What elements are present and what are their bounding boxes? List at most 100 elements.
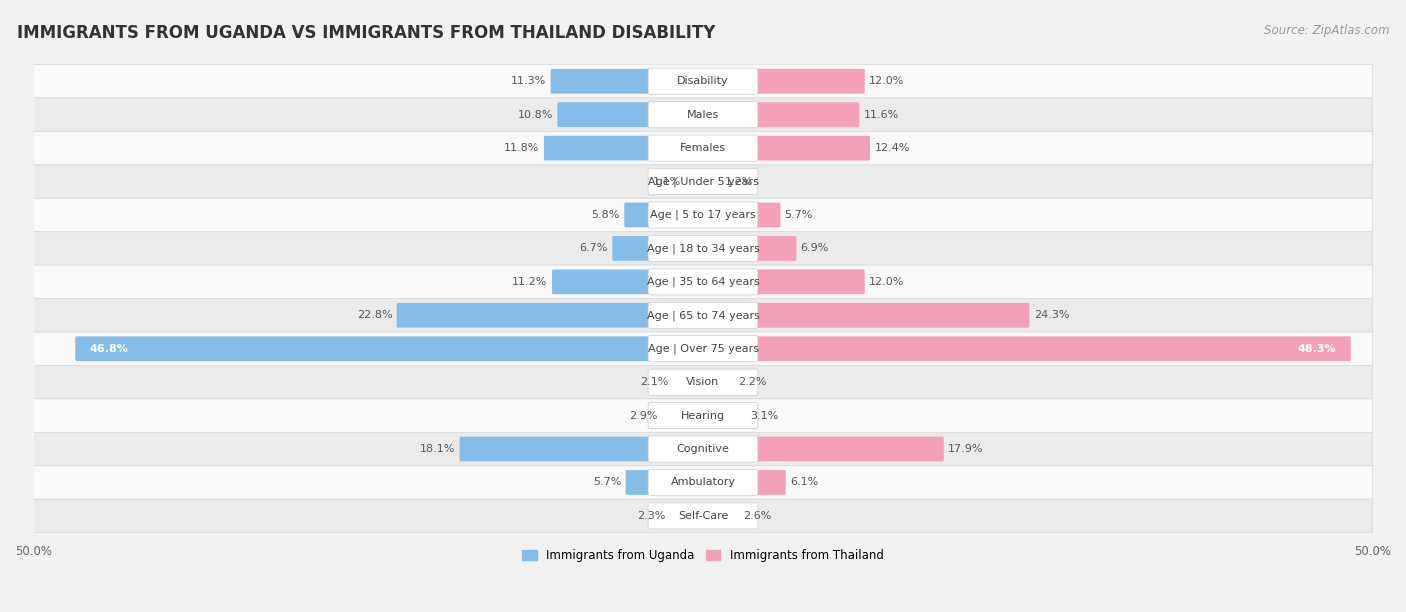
Text: 12.4%: 12.4%	[875, 143, 910, 153]
Text: Ambulatory: Ambulatory	[671, 477, 735, 488]
Text: Age | 65 to 74 years: Age | 65 to 74 years	[647, 310, 759, 321]
Text: IMMIGRANTS FROM UGANDA VS IMMIGRANTS FROM THAILAND DISABILITY: IMMIGRANTS FROM UGANDA VS IMMIGRANTS FRO…	[17, 24, 716, 42]
FancyBboxPatch shape	[34, 299, 1372, 332]
FancyBboxPatch shape	[648, 168, 758, 195]
FancyBboxPatch shape	[396, 303, 704, 327]
Text: 5.8%: 5.8%	[592, 210, 620, 220]
FancyBboxPatch shape	[34, 499, 1372, 532]
FancyBboxPatch shape	[664, 403, 704, 428]
FancyBboxPatch shape	[648, 102, 758, 128]
FancyBboxPatch shape	[648, 369, 758, 395]
FancyBboxPatch shape	[34, 265, 1372, 299]
FancyBboxPatch shape	[34, 132, 1372, 165]
FancyBboxPatch shape	[626, 470, 704, 495]
Text: Self-Care: Self-Care	[678, 511, 728, 521]
Text: 3.1%: 3.1%	[749, 411, 778, 420]
FancyBboxPatch shape	[34, 165, 1372, 198]
Text: 22.8%: 22.8%	[357, 310, 392, 320]
Text: 11.2%: 11.2%	[512, 277, 548, 287]
Text: 6.1%: 6.1%	[790, 477, 818, 488]
Legend: Immigrants from Uganda, Immigrants from Thailand: Immigrants from Uganda, Immigrants from …	[517, 545, 889, 567]
FancyBboxPatch shape	[648, 336, 758, 362]
FancyBboxPatch shape	[702, 169, 720, 194]
FancyBboxPatch shape	[34, 198, 1372, 232]
Text: Age | 35 to 64 years: Age | 35 to 64 years	[647, 277, 759, 287]
FancyBboxPatch shape	[673, 370, 704, 395]
FancyBboxPatch shape	[34, 64, 1372, 98]
FancyBboxPatch shape	[702, 437, 943, 461]
Text: 2.1%: 2.1%	[640, 377, 668, 387]
FancyBboxPatch shape	[551, 69, 704, 94]
Text: 12.0%: 12.0%	[869, 277, 904, 287]
FancyBboxPatch shape	[34, 232, 1372, 265]
FancyBboxPatch shape	[702, 236, 796, 261]
Text: 6.7%: 6.7%	[579, 244, 607, 253]
FancyBboxPatch shape	[688, 169, 704, 194]
FancyBboxPatch shape	[648, 202, 758, 228]
FancyBboxPatch shape	[76, 337, 704, 361]
FancyBboxPatch shape	[702, 203, 780, 228]
Text: 5.7%: 5.7%	[593, 477, 621, 488]
FancyBboxPatch shape	[702, 303, 1029, 327]
Text: 46.8%: 46.8%	[90, 344, 128, 354]
Text: Age | 5 to 17 years: Age | 5 to 17 years	[650, 210, 756, 220]
FancyBboxPatch shape	[553, 269, 704, 294]
FancyBboxPatch shape	[702, 269, 865, 294]
FancyBboxPatch shape	[648, 236, 758, 261]
FancyBboxPatch shape	[702, 470, 786, 495]
Text: 2.2%: 2.2%	[738, 377, 766, 387]
Text: 12.0%: 12.0%	[869, 76, 904, 86]
Text: Cognitive: Cognitive	[676, 444, 730, 454]
Text: 2.6%: 2.6%	[744, 511, 772, 521]
FancyBboxPatch shape	[648, 403, 758, 428]
Text: 2.3%: 2.3%	[637, 511, 665, 521]
FancyBboxPatch shape	[34, 466, 1372, 499]
Text: 6.9%: 6.9%	[801, 244, 830, 253]
FancyBboxPatch shape	[702, 403, 745, 428]
Text: Females: Females	[681, 143, 725, 153]
FancyBboxPatch shape	[557, 102, 704, 127]
Text: Age | Over 75 years: Age | Over 75 years	[648, 343, 758, 354]
FancyBboxPatch shape	[34, 432, 1372, 466]
FancyBboxPatch shape	[34, 98, 1372, 132]
Text: 10.8%: 10.8%	[517, 110, 553, 120]
Text: 24.3%: 24.3%	[1033, 310, 1069, 320]
FancyBboxPatch shape	[702, 69, 865, 94]
FancyBboxPatch shape	[648, 269, 758, 295]
FancyBboxPatch shape	[544, 136, 704, 160]
FancyBboxPatch shape	[648, 469, 758, 496]
Text: 48.3%: 48.3%	[1298, 344, 1336, 354]
FancyBboxPatch shape	[702, 136, 870, 160]
Text: 1.2%: 1.2%	[724, 176, 752, 187]
FancyBboxPatch shape	[624, 203, 704, 228]
Text: 2.9%: 2.9%	[628, 411, 658, 420]
FancyBboxPatch shape	[648, 135, 758, 161]
Text: Age | 18 to 34 years: Age | 18 to 34 years	[647, 243, 759, 254]
FancyBboxPatch shape	[648, 68, 758, 94]
Text: 17.9%: 17.9%	[948, 444, 984, 454]
Text: 18.1%: 18.1%	[420, 444, 456, 454]
FancyBboxPatch shape	[460, 437, 704, 461]
FancyBboxPatch shape	[34, 399, 1372, 432]
Text: 11.8%: 11.8%	[505, 143, 540, 153]
FancyBboxPatch shape	[648, 503, 758, 529]
FancyBboxPatch shape	[702, 337, 1351, 361]
FancyBboxPatch shape	[34, 332, 1372, 365]
FancyBboxPatch shape	[648, 302, 758, 328]
FancyBboxPatch shape	[648, 436, 758, 462]
FancyBboxPatch shape	[702, 504, 740, 528]
FancyBboxPatch shape	[702, 370, 734, 395]
FancyBboxPatch shape	[702, 102, 859, 127]
Text: 11.6%: 11.6%	[863, 110, 898, 120]
Text: Source: ZipAtlas.com: Source: ZipAtlas.com	[1264, 24, 1389, 37]
Text: 11.3%: 11.3%	[512, 76, 547, 86]
FancyBboxPatch shape	[34, 365, 1372, 399]
Text: Hearing: Hearing	[681, 411, 725, 420]
Text: Disability: Disability	[678, 76, 728, 86]
Text: 1.1%: 1.1%	[654, 176, 682, 187]
Text: Vision: Vision	[686, 377, 720, 387]
Text: 5.7%: 5.7%	[785, 210, 813, 220]
Text: Males: Males	[688, 110, 718, 120]
FancyBboxPatch shape	[671, 504, 704, 528]
Text: Age | Under 5 years: Age | Under 5 years	[648, 176, 758, 187]
